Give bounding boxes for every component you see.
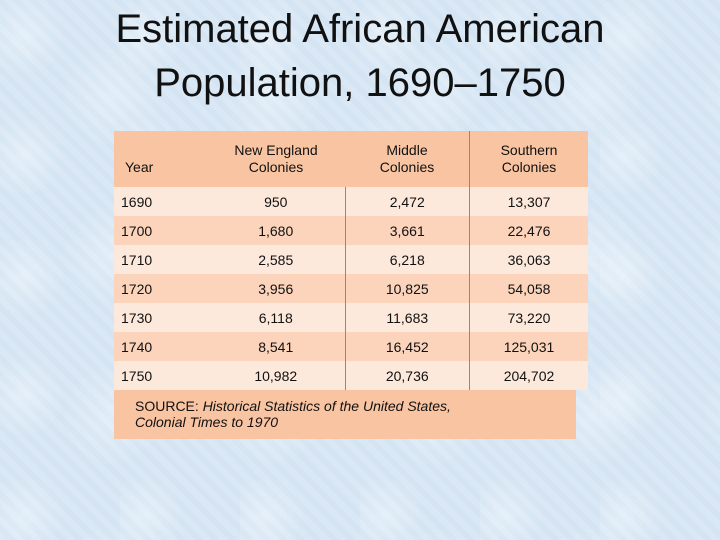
table-row: 1720 3,956 10,825 54,058 bbox=[114, 274, 588, 303]
cell-middle: 2,472 bbox=[345, 187, 470, 216]
header-new-england-line2: Colonies bbox=[248, 159, 304, 175]
cell-southern: 22,476 bbox=[507, 222, 551, 239]
table-row: 1740 8,541 16,452 125,031 bbox=[114, 332, 588, 361]
cell-year: 1690 bbox=[121, 193, 153, 210]
header-southern-line1: Southern bbox=[500, 142, 558, 158]
population-table: Year New England Colonies Middle Colonie… bbox=[114, 131, 588, 390]
table-row: 1730 6,118 11,683 73,220 bbox=[114, 303, 588, 332]
cell-southern: 125,031 bbox=[503, 338, 555, 355]
cell-southern: 54,058 bbox=[507, 280, 551, 297]
table-row: 1710 2,585 6,218 36,063 bbox=[114, 245, 588, 274]
header-southern-line2: Colonies bbox=[501, 159, 557, 175]
source-label: SOURCE: bbox=[135, 398, 203, 414]
cell-year: 1740 bbox=[121, 338, 153, 355]
header-new-england-line1: New England bbox=[234, 142, 318, 158]
cell-new-england: 6,118 bbox=[207, 303, 346, 332]
cell-middle: 3,661 bbox=[345, 216, 470, 245]
table-row: 1690 950 2,472 13,307 bbox=[114, 187, 588, 216]
cell-year: 1730 bbox=[121, 309, 153, 326]
cell-new-england: 10,982 bbox=[207, 361, 346, 390]
cell-new-england: 3,956 bbox=[207, 274, 346, 303]
header-year: Year bbox=[125, 159, 154, 175]
population-table-container: Year New England Colonies Middle Colonie… bbox=[114, 131, 588, 439]
cell-southern: 73,220 bbox=[507, 309, 551, 326]
source-title-line2: Colonial Times to 1970 bbox=[135, 414, 279, 430]
header-middle-line2: Colonies bbox=[379, 159, 435, 175]
table-row: 1700 1,680 3,661 22,476 bbox=[114, 216, 588, 245]
cell-middle: 16,452 bbox=[345, 332, 470, 361]
source-note: SOURCE: Historical Statistics of the Uni… bbox=[114, 390, 576, 439]
header-new-england: New England Colonies bbox=[207, 131, 345, 187]
cell-middle: 11,683 bbox=[345, 303, 470, 332]
cell-year: 1710 bbox=[121, 251, 153, 268]
cell-middle: 10,825 bbox=[345, 274, 470, 303]
cell-middle: 6,218 bbox=[345, 245, 470, 274]
cell-new-england: 1,680 bbox=[207, 216, 346, 245]
cell-year: 1750 bbox=[121, 367, 153, 384]
cell-year: 1720 bbox=[121, 280, 153, 297]
header-southern: Southern Colonies bbox=[470, 131, 589, 187]
cell-southern: 13,307 bbox=[507, 193, 551, 210]
cell-southern: 204,702 bbox=[503, 367, 555, 384]
cell-new-england: 2,585 bbox=[207, 245, 346, 274]
table-row: 1750 10,982 20,736 204,702 bbox=[114, 361, 588, 390]
header-middle-line1: Middle bbox=[386, 142, 428, 158]
source-title-line1: Historical Statistics of the United Stat… bbox=[202, 398, 451, 414]
header-middle: Middle Colonies bbox=[345, 131, 470, 187]
cell-southern: 36,063 bbox=[507, 251, 551, 268]
cell-middle: 20,736 bbox=[345, 361, 470, 390]
cell-new-england: 8,541 bbox=[207, 332, 346, 361]
slide-title-line2: Population, 1690–1750 bbox=[154, 61, 566, 105]
slide-title-line1: Estimated African American bbox=[115, 7, 605, 51]
cell-year: 1700 bbox=[121, 222, 153, 239]
cell-new-england: 950 bbox=[207, 187, 346, 216]
slide-title: Estimated African American Population, 1… bbox=[0, 2, 720, 110]
table-header-row: Year New England Colonies Middle Colonie… bbox=[114, 131, 588, 187]
